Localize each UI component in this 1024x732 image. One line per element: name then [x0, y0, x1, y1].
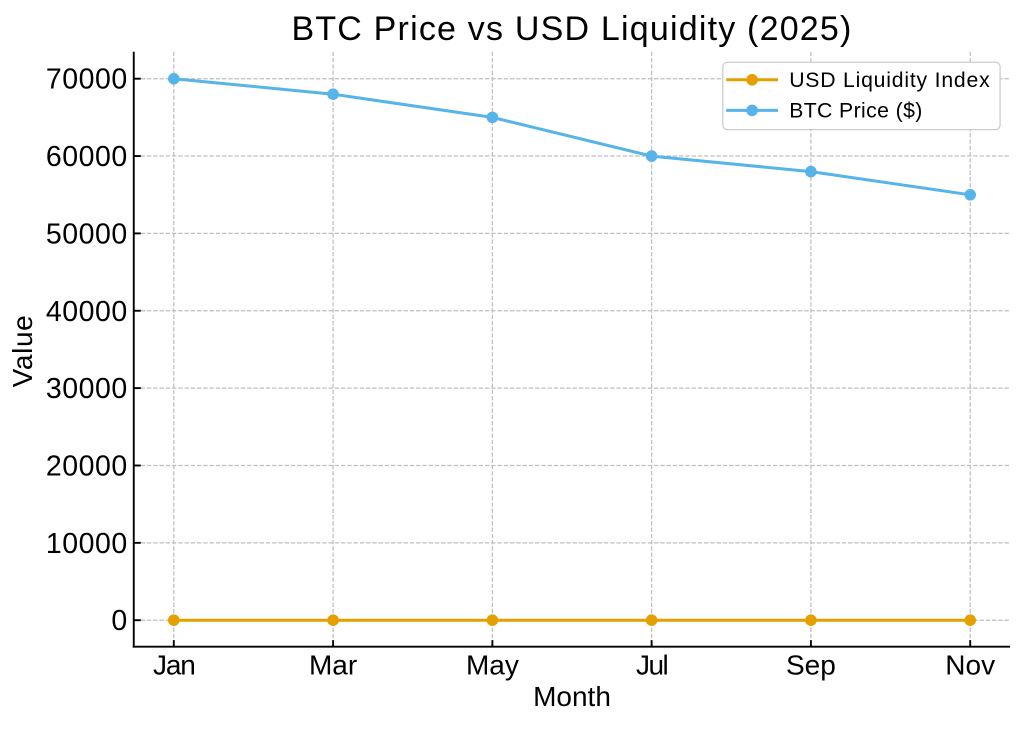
svg-text:50000: 50000 — [46, 218, 128, 250]
svg-text:40000: 40000 — [46, 296, 128, 328]
svg-text:Sep: Sep — [786, 650, 836, 681]
svg-text:Month: Month — [533, 681, 611, 712]
svg-text:Value: Value — [7, 315, 38, 388]
svg-text:Jul: Jul — [636, 650, 668, 681]
svg-text:BTC Price vs USD Liquidity (20: BTC Price vs USD Liquidity (2025) — [291, 10, 852, 48]
svg-text:May: May — [466, 650, 519, 681]
svg-text:Jan: Jan — [153, 650, 195, 681]
svg-text:10000: 10000 — [46, 528, 128, 560]
svg-text:USD Liquidity Index: USD Liquidity Index — [789, 69, 990, 92]
svg-text:Mar: Mar — [309, 650, 357, 681]
svg-text:30000: 30000 — [46, 373, 128, 405]
svg-text:0: 0 — [111, 605, 127, 637]
svg-text:70000: 70000 — [46, 64, 128, 96]
svg-text:BTC Price ($): BTC Price ($) — [789, 99, 923, 122]
svg-text:Nov: Nov — [945, 650, 995, 681]
svg-text:20000: 20000 — [46, 451, 128, 483]
svg-text:60000: 60000 — [46, 141, 128, 173]
